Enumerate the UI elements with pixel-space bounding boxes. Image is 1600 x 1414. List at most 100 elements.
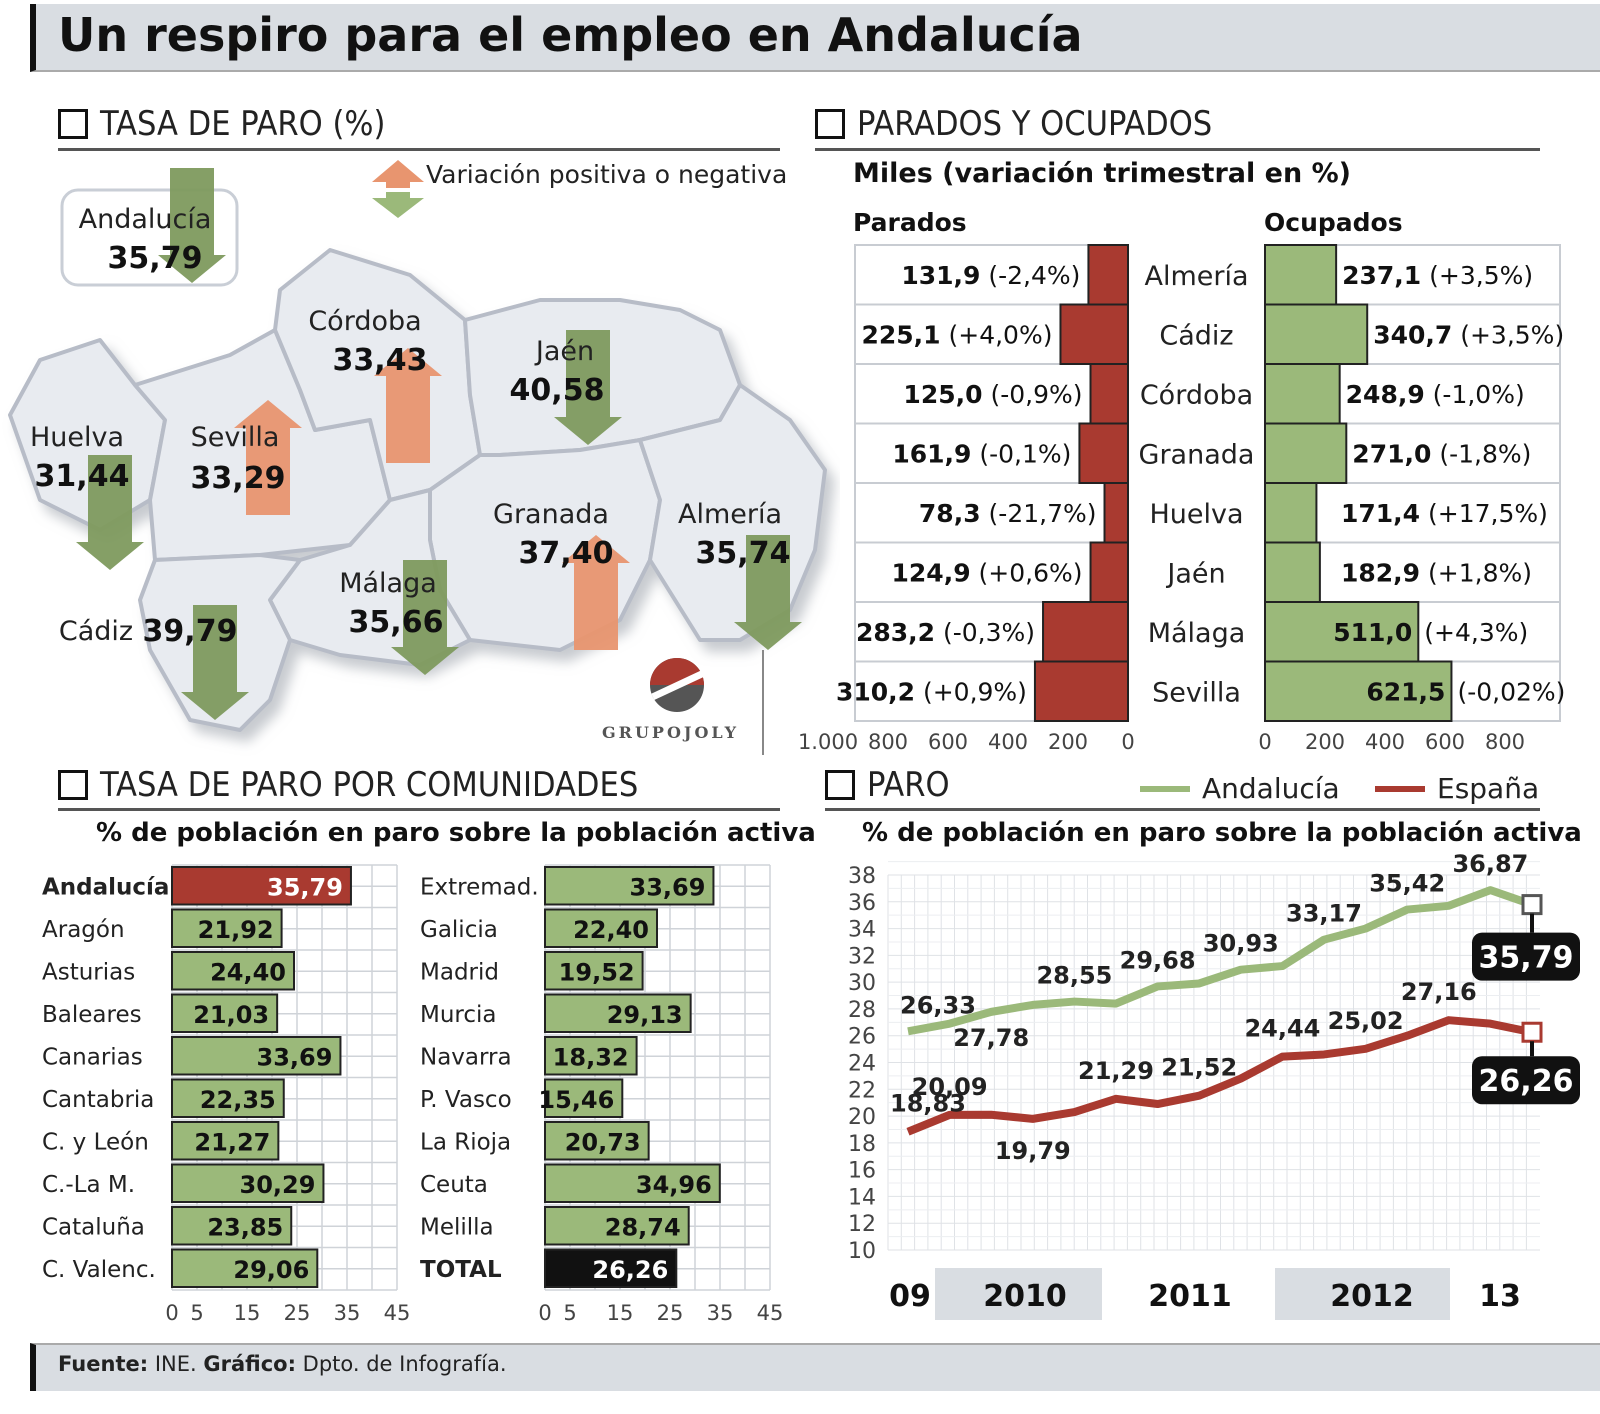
map-region-cdiz-value: 39,79 <box>143 614 238 649</box>
comunidad-axis-tick: 0 <box>165 1301 178 1325</box>
comunidad-axis-tick: 45 <box>384 1301 411 1325</box>
ocupados-bar <box>1264 482 1318 544</box>
section-square-icon <box>58 109 88 139</box>
comunidad-value: 19,52 <box>559 958 635 986</box>
ocupados-change: (+1,8%) <box>1420 558 1532 587</box>
map-region-almera-name: Almería <box>678 499 782 530</box>
comunidad-label: Cataluña <box>42 1214 145 1240</box>
comunidad-value: 21,27 <box>194 1128 270 1156</box>
parados-value: 125,0 <box>903 380 982 409</box>
comunidad-bar <box>544 1248 678 1288</box>
comunidad-label: Melilla <box>420 1214 494 1240</box>
parados-bar <box>1033 660 1129 722</box>
ocupados-value: 511,0 <box>1333 618 1412 647</box>
category-label: Huelva <box>1149 499 1243 530</box>
comunidad-axis-tick: 25 <box>284 1301 311 1325</box>
ocupados-value: 621,5 <box>1366 677 1445 706</box>
comunidad-label: Andalucía <box>42 874 169 900</box>
andalucia-point-label: 30,93 <box>1203 930 1279 958</box>
comunidad-axis-tick: 5 <box>190 1301 203 1325</box>
y-axis-tick: 10 <box>848 1239 876 1264</box>
parados-value: 161,9 <box>892 439 971 468</box>
map-region-andaluca-name: Andalucía <box>79 204 212 235</box>
callout-box <box>1472 932 1580 981</box>
comunidad-bar <box>544 1206 690 1246</box>
comunidad-value: 33,69 <box>630 873 706 901</box>
map-region-almera-value: 35,74 <box>696 536 791 571</box>
comunidad-label: Ceuta <box>420 1172 488 1198</box>
section-rule <box>815 148 1540 151</box>
y-axis-tick: 20 <box>848 1105 876 1130</box>
footer-fuente-label: Fuente: <box>58 1352 149 1376</box>
map-region-granada-value: 37,40 <box>519 536 614 571</box>
category-label: Cádiz <box>1159 320 1233 351</box>
parados-axis-tick: 1.000 <box>800 730 858 754</box>
comunidad-label: La Rioja <box>420 1129 511 1155</box>
andalucia-point-label: 29,68 <box>1120 946 1196 974</box>
parados-bar <box>1089 363 1129 425</box>
legend-espana-label: España <box>1437 772 1540 805</box>
section-square-icon <box>825 770 855 800</box>
parados-data-label: 124,9 (+0,6%) <box>892 558 1083 587</box>
parados-bar <box>1089 541 1129 603</box>
parados-data-label: 310,2 (+0,9%) <box>836 677 1027 706</box>
comunidad-axis-tick: 0 <box>538 1301 551 1325</box>
parados-axis-tick: 0 <box>1121 730 1134 754</box>
ocupados-axis-tick: 800 <box>1485 730 1525 754</box>
parados-value: 78,3 <box>919 499 981 528</box>
map-region-cdiz-name: Cádiz <box>59 616 133 647</box>
y-axis-tick: 24 <box>848 1052 876 1077</box>
x-axis-label: 2010 <box>983 1279 1067 1314</box>
parados-bar <box>1059 303 1129 365</box>
ocupados-value: 248,9 <box>1346 380 1425 409</box>
ocupados-change: (-0,02%) <box>1457 677 1565 706</box>
parados-change: (-0,1%) <box>971 439 1071 468</box>
comunidad-bar <box>171 1206 293 1246</box>
ocupados-value: 271,0 <box>1352 439 1431 468</box>
comunidad-value: 34,96 <box>636 1171 712 1199</box>
ocupados-bar <box>1264 660 1453 722</box>
y-axis-tick: 32 <box>848 944 876 969</box>
espana-point-label: 18,83 <box>890 1090 966 1118</box>
comunidad-bar <box>544 951 644 991</box>
x-axis-label: 09 <box>889 1279 931 1314</box>
footer-bar <box>30 1343 1600 1391</box>
ocupados-value: 237,1 <box>1342 261 1421 290</box>
comunidad-bar <box>544 1163 721 1203</box>
comunidad-label: Canarias <box>42 1044 143 1070</box>
comunidad-label: Asturias <box>42 959 135 985</box>
section-parados-header: PARADOS Y OCUPADOS <box>815 104 1212 144</box>
grupojoly-logo-text: GRUPOJOLY <box>602 723 740 742</box>
parados-value: 225,1 <box>861 320 940 349</box>
y-axis-tick: 38 <box>848 864 876 889</box>
section-paro-title: PARO <box>867 765 950 805</box>
section-square-icon <box>58 770 88 800</box>
ocupados-axis-tick: 600 <box>1425 730 1465 754</box>
legend-andalucia-swatch <box>1140 785 1190 792</box>
map-region-mlaga-name: Málaga <box>339 568 437 599</box>
parados-value: 131,9 <box>901 261 980 290</box>
espana-point-label: 27,16 <box>1401 978 1477 1006</box>
parados-value: 124,9 <box>892 558 971 587</box>
comunidad-label: C. y León <box>42 1129 149 1155</box>
y-axis-tick: 30 <box>848 971 876 996</box>
comunidad-axis-tick: 45 <box>757 1301 784 1325</box>
x-axis-label: 2011 <box>1148 1279 1232 1314</box>
year-band <box>935 1268 1102 1320</box>
parados-data-label: 131,9 (-2,4%) <box>901 261 1080 290</box>
map-region-cdiz-down-arrow-icon <box>181 605 249 720</box>
y-axis-tick: 36 <box>848 891 876 916</box>
comunidad-value: 33,69 <box>257 1043 333 1071</box>
comunidad-label: Baleares <box>42 1002 142 1028</box>
comunidad-label: TOTAL <box>420 1257 502 1283</box>
parados-data-label: 161,9 (-0,1%) <box>892 439 1071 468</box>
x-axis-label: 13 <box>1479 1279 1521 1314</box>
category-label: Jaén <box>1165 558 1225 589</box>
category-label: Málaga <box>1148 618 1246 649</box>
comunidad-bar <box>171 1078 285 1118</box>
map-region-sevilla-up-arrow-icon <box>234 400 302 515</box>
comunidad-bar <box>171 1248 319 1288</box>
footer-grafico: Dpto. de Infografía. <box>302 1352 507 1376</box>
andalucia-line <box>907 886 1534 1036</box>
comunidad-axis-tick: 35 <box>707 1301 734 1325</box>
